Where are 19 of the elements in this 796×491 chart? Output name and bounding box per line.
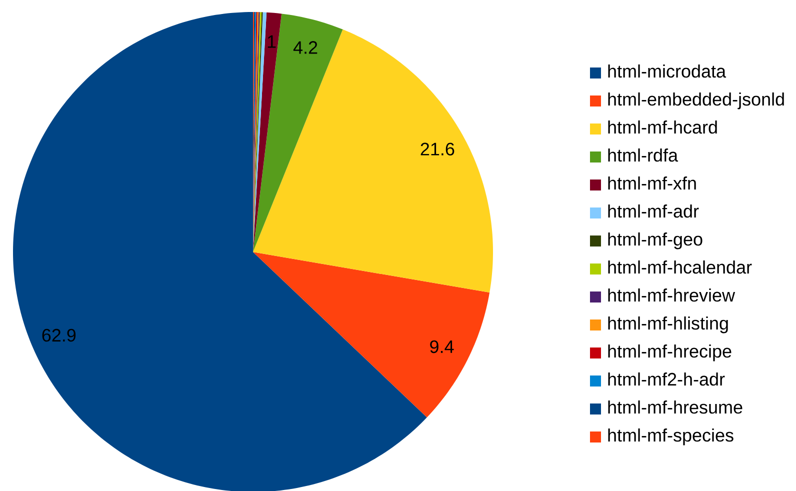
legend-label: html-mf-adr: [608, 204, 699, 218]
legend-label: html-mf2-h-adr: [608, 372, 725, 386]
data-label: 1: [268, 35, 276, 48]
legend-label: html-microdata: [608, 64, 726, 78]
legend-label: html-mf-hcalendar: [608, 260, 752, 274]
data-label: 4.2: [293, 41, 318, 54]
legend-label: html-mf-species: [608, 428, 734, 446]
legend-label: html-mf-hreview: [608, 288, 736, 302]
data-label: 21.6: [420, 142, 454, 156]
legend-label: html-rdfa: [608, 148, 678, 162]
legend-label: html-mf-hrecipe: [608, 344, 732, 362]
data-label: 62.9: [42, 328, 76, 342]
data-label: 9.4: [430, 340, 454, 354]
legend-label: html-mf-hresume: [608, 400, 742, 414]
legend-label: html-embedded-jsonld: [608, 92, 784, 110]
legend-label: html-mf-hcard: [608, 120, 717, 134]
legend-label: html-mf-geo: [608, 232, 702, 250]
legend-label: html-mf-hlisting: [608, 316, 728, 334]
legend-label: html-mf-xfn: [608, 176, 696, 190]
